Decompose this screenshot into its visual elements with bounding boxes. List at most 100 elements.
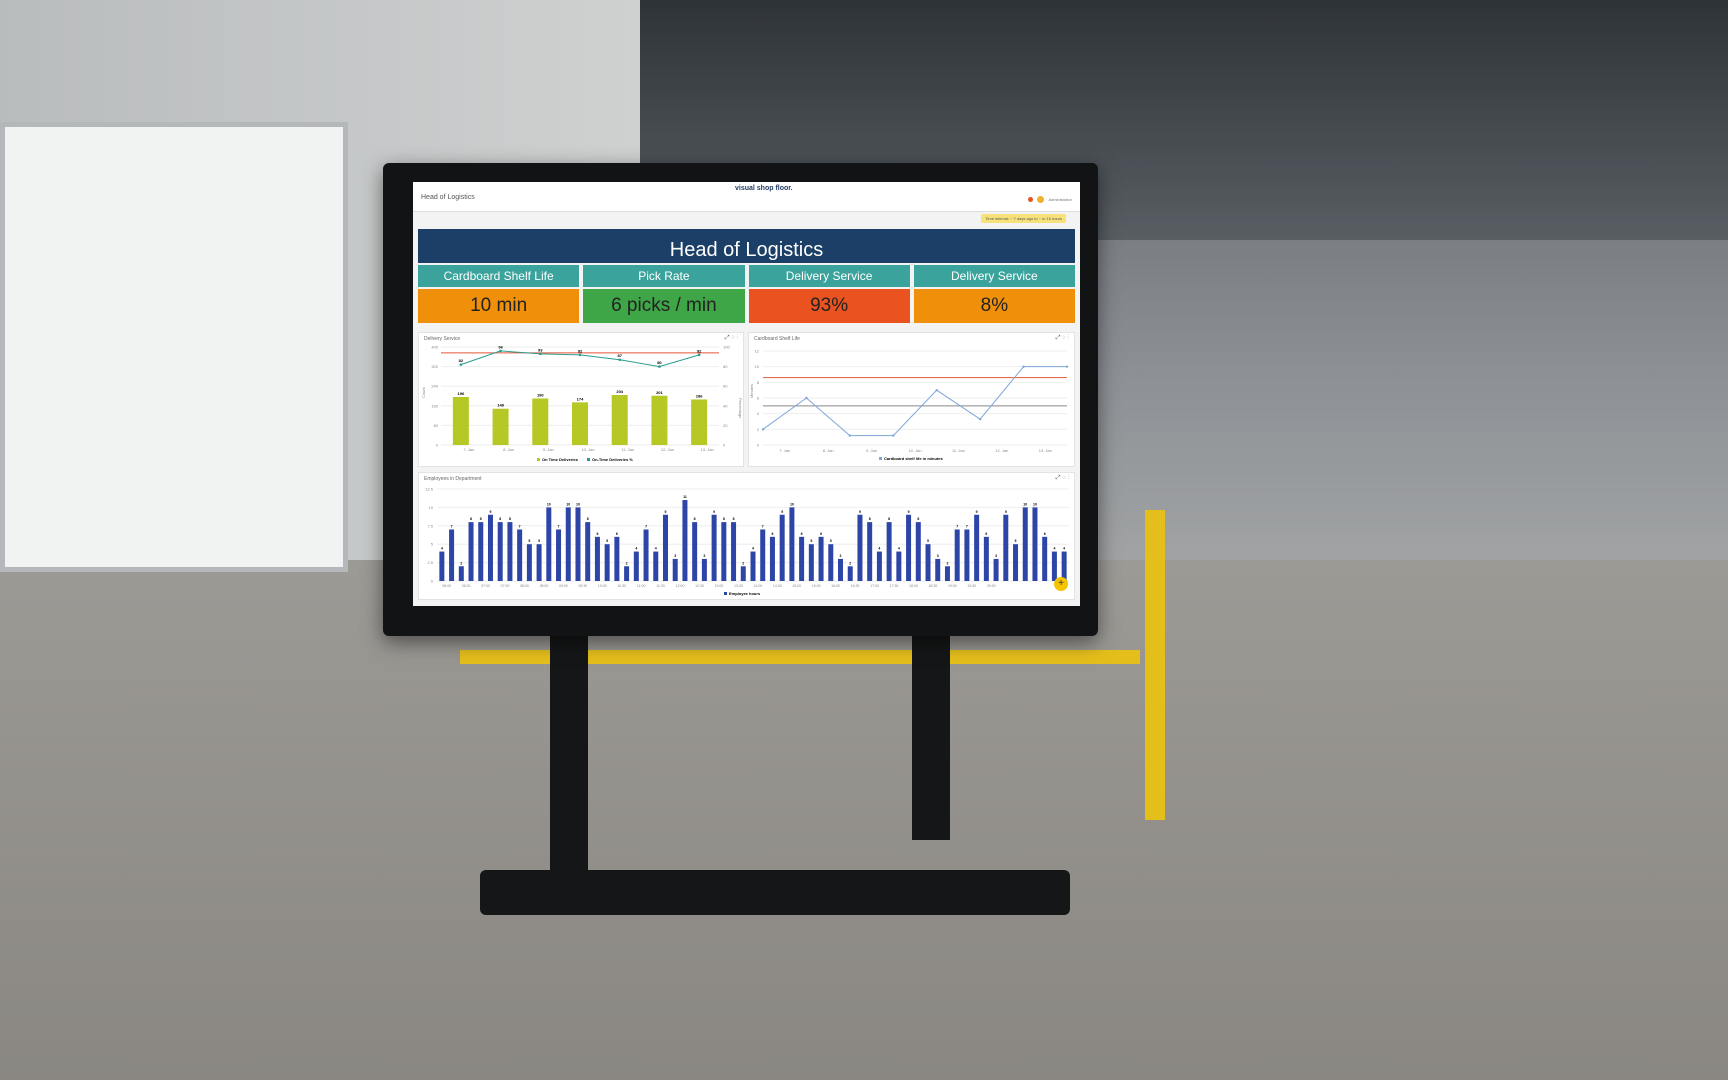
data-label: 8 [723,517,725,521]
bar [750,551,756,581]
bar [517,529,523,581]
kpi-card[interactable]: Pick Rate 6 picks / min [583,265,745,323]
line-point [618,358,622,362]
y-tick-label: 4 [757,411,760,416]
bar [624,566,630,581]
bar [838,558,844,581]
data-label: 11 [683,495,687,499]
y2-tick-label: 60 [723,384,728,389]
panel-title: Employees in Department [424,476,482,482]
data-label: 8 [470,517,472,521]
bar [614,536,620,581]
x-tick-label: 10. Jan [581,447,594,452]
bar [1013,544,1019,581]
x-tick-label: 13. Jan [701,447,714,452]
bar [458,566,464,581]
x-tick-label: 15:30 [812,584,821,588]
data-label: 5 [927,539,929,543]
data-label: 2 [849,561,851,565]
bar [935,558,941,581]
kpi-row: Cardboard Shelf Life 10 min Pick Rate 6 pic… [418,265,1075,323]
panel-tools-icon[interactable]: ⤢ ◌ ⋮ [724,335,738,341]
bar [828,544,834,581]
data-label: 204 [616,389,623,394]
line-point [761,428,765,431]
bar [974,514,980,581]
kpi-card[interactable]: Delivery Service 8% [913,265,1075,323]
bar [478,522,484,581]
time-interval-chip[interactable]: Time interval: ~ 7 days ago to ~ in 15 h… [981,214,1066,223]
bar [575,507,581,581]
avatar[interactable] [1037,196,1045,203]
add-button[interactable]: + [1054,577,1068,591]
bar [487,514,493,581]
data-label: 10 [566,502,570,506]
bar [682,500,688,581]
bar [546,507,552,581]
data-label: 7 [558,524,560,528]
data-label: 8 [480,517,482,521]
data-label: 8 [733,517,735,521]
bar [507,522,513,581]
kpi-card[interactable]: Cardboard Shelf Life 10 min [418,265,580,323]
bar [532,398,549,445]
stand-pole [912,600,950,840]
kpi-label: Cardboard Shelf Life [418,265,580,287]
y-tick-label: 0 [431,579,434,584]
bar [565,507,571,581]
bar [799,536,805,581]
x-tick-label: 19:00 [948,584,957,588]
y-tick-label: 240 [431,384,438,389]
user-name[interactable]: Administrator [1048,197,1072,202]
bar [1042,536,1048,581]
x-tick-label: 18:00 [909,584,918,588]
legend-swatch [724,592,727,595]
data-label: 7 [956,524,958,528]
data-label: 3 [937,554,939,558]
data-label: 6 [820,532,822,536]
kpi-card[interactable]: Delivery Service 93% [748,265,910,323]
y-tick-label: 80 [434,423,439,428]
notification-icon[interactable] [1028,197,1034,202]
bar [964,529,970,581]
x-tick-label: 06:30 [462,584,471,588]
x-tick-label: 17:00 [870,584,879,588]
employees-panel: Employees in Department ⤢ ◌ ⋮ 0 2.5 5 7.5 10… [418,472,1075,600]
y-axis-label: Count [421,386,426,398]
delivery-service-panel: Delivery Service ⤢ ◌ ⋮ 0 80 160 240 320 400 0 2… [418,332,744,467]
employees-chart: 0 2.5 5 7.5 10 12.5 4 7 2 8 8 9 8 8 7 5 5 10 7 10 10 8 6 5 6 2 4 7 4… [425,487,1069,596]
cardboard-shelf-life-chart: 0 2 4 6 8 10 12 Minutes 7. Jan 8. Jan 9. Jan 10. Ja… [749,349,1069,461]
y2-tick-label: 100 [723,345,730,350]
x-tick-label: 17:30 [890,584,899,588]
panel-tools-icon[interactable]: ⤢ ◌ ⋮ [1055,475,1069,481]
bar [954,529,960,581]
kpi-value: 10 min [418,289,580,323]
line-point [658,365,661,368]
bar [526,544,532,581]
legend-label: On-Time Deliveries % [592,457,633,462]
y-tick-label: 6 [757,396,760,401]
line-point [578,353,582,357]
data-label: 4 [878,547,880,551]
line-point [1065,365,1069,368]
x-tick-label: 7. Jan [779,448,790,453]
y-tick-label: 12 [755,349,760,354]
breadcrumb[interactable]: Head of Logistics [421,194,475,201]
kpi-label: Delivery Service [913,265,1075,287]
bar [556,529,562,581]
data-label: 9 [713,510,715,514]
panel-tools-icon[interactable]: ⤢ ◌ ⋮ [1055,335,1069,341]
x-tick-label: 10:30 [617,584,626,588]
x-tick-label: 15:00 [792,584,801,588]
y-tick-label: 160 [431,403,438,408]
data-label: 5 [1015,539,1017,543]
data-label: 5 [830,539,832,543]
user-menu[interactable]: Administrator [1028,196,1072,203]
bar [925,544,931,581]
data-label: 6 [616,532,618,536]
x-tick-label: 16:00 [831,584,840,588]
data-label: 6 [596,532,598,536]
y-tick-label: 10 [755,364,760,369]
y-tick-label: 320 [431,364,438,369]
x-tick-label: 12:00 [676,584,685,588]
